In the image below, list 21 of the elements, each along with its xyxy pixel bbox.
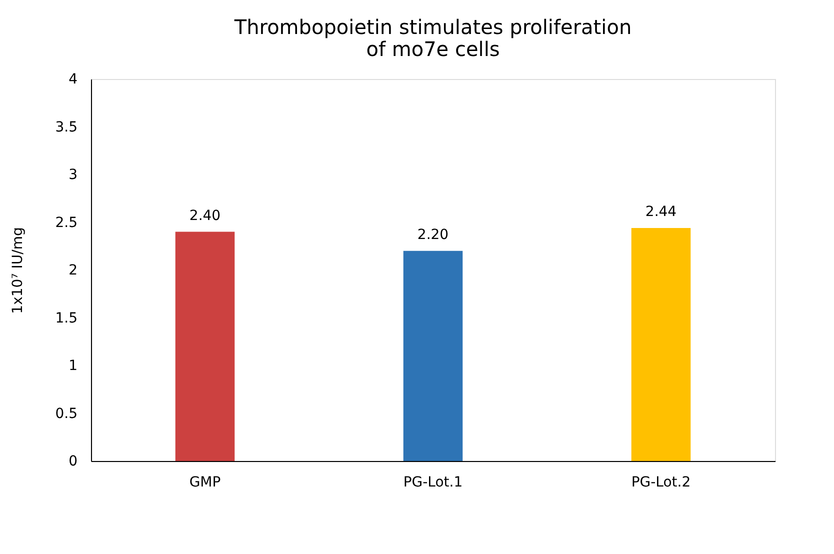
bar	[631, 228, 691, 461]
y-tick-label: 0.5	[55, 406, 78, 422]
y-tick-label: 3.5	[55, 119, 78, 136]
y-tick-label: 2	[68, 262, 78, 278]
y-tick-label: 1.5	[55, 310, 78, 326]
bar	[403, 250, 463, 461]
text: of mo7e cells	[366, 37, 500, 61]
x-tick-label: GMP	[189, 474, 221, 490]
text: Thrombopoietin stimulates proliferation	[234, 15, 632, 39]
y-tick-label: 3	[68, 167, 78, 183]
y-axis-title: 1x10⁷ IU/mg	[10, 227, 26, 314]
x-tick-label: PG-Lot.1	[403, 474, 463, 490]
bar	[175, 232, 235, 461]
y-tick-label: 4	[68, 72, 78, 88]
data-label: 2.40	[189, 208, 221, 224]
data-label: 2.44	[645, 204, 677, 220]
y-tick-label: 1	[68, 358, 78, 374]
y-tick-label: 2.5	[55, 214, 78, 231]
y-tick-label: 0	[68, 454, 78, 470]
data-label: 2.20	[417, 226, 449, 243]
x-tick-label: PG-Lot.2	[631, 474, 691, 490]
